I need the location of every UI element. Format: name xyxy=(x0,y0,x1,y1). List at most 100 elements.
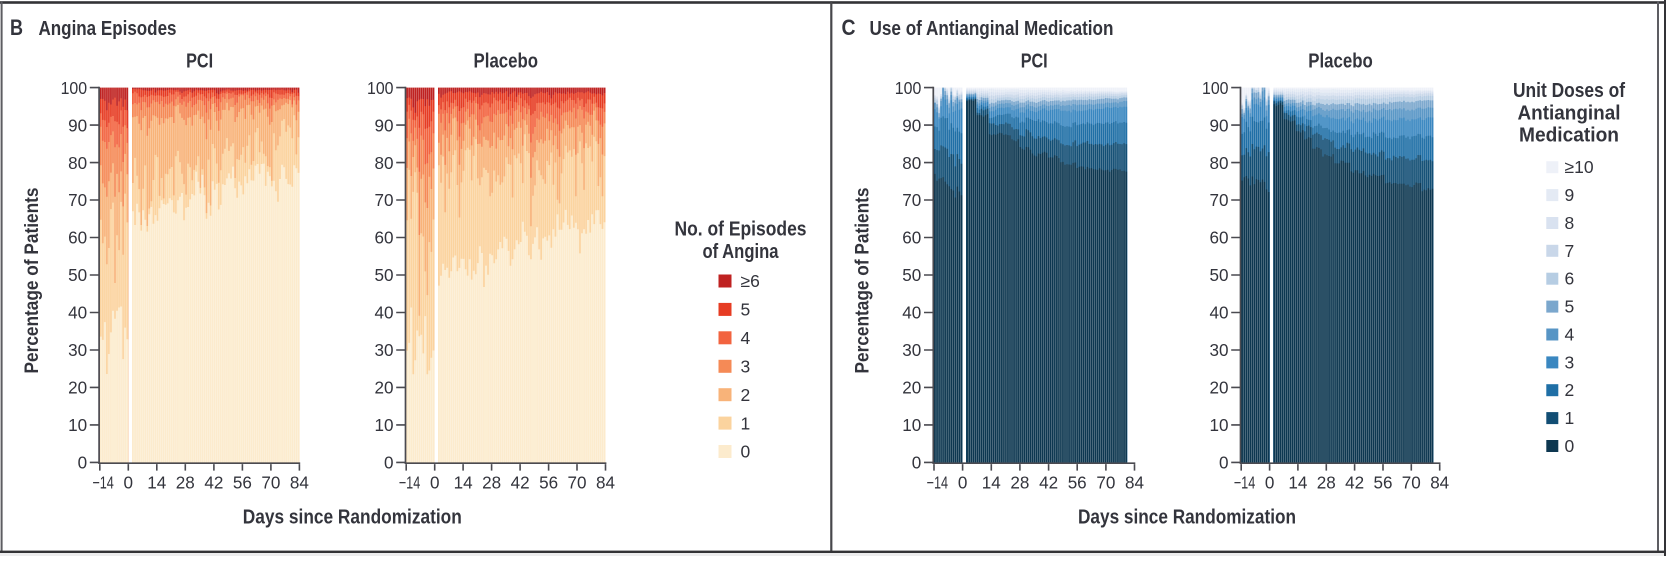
svg-text:9: 9 xyxy=(1565,185,1575,205)
svg-text:70: 70 xyxy=(1210,190,1229,210)
svg-text:100: 100 xyxy=(895,78,922,98)
svg-text:28: 28 xyxy=(176,473,195,493)
svg-text:100: 100 xyxy=(367,78,394,98)
svg-text:7: 7 xyxy=(1565,241,1575,261)
svg-text:60: 60 xyxy=(902,228,921,248)
svg-text:Percentage of Patients: Percentage of Patients xyxy=(21,187,43,373)
svg-text:14: 14 xyxy=(147,473,166,493)
svg-text:of Angina: of Angina xyxy=(703,241,780,263)
svg-text:10: 10 xyxy=(68,415,87,435)
svg-text:70: 70 xyxy=(568,473,587,493)
svg-text:0: 0 xyxy=(1219,453,1229,473)
svg-text:28: 28 xyxy=(482,473,501,493)
svg-text:PCI: PCI xyxy=(186,50,213,72)
svg-text:0: 0 xyxy=(958,473,968,493)
svg-text:70: 70 xyxy=(902,190,921,210)
svg-text:40: 40 xyxy=(902,303,921,323)
svg-text:Placebo: Placebo xyxy=(1308,50,1373,72)
svg-text:70: 70 xyxy=(1402,473,1421,493)
svg-text:50: 50 xyxy=(375,265,394,285)
svg-text:80: 80 xyxy=(68,153,87,173)
svg-text:80: 80 xyxy=(375,153,394,173)
svg-text:B: B xyxy=(10,15,23,40)
svg-text:20: 20 xyxy=(375,378,394,398)
svg-text:Angina Episodes: Angina Episodes xyxy=(39,18,177,40)
svg-text:Days since Randomization: Days since Randomization xyxy=(243,507,462,529)
svg-text:2: 2 xyxy=(1565,380,1575,400)
svg-text:14: 14 xyxy=(1288,473,1307,493)
svg-text:4: 4 xyxy=(1565,325,1575,345)
svg-text:Medication: Medication xyxy=(1519,125,1619,147)
svg-text:No. of Episodes: No. of Episodes xyxy=(675,219,807,241)
svg-text:C: C xyxy=(842,15,856,40)
svg-text:20: 20 xyxy=(68,378,87,398)
svg-text:0: 0 xyxy=(741,442,751,462)
svg-text:5: 5 xyxy=(741,300,751,320)
svg-text:50: 50 xyxy=(68,265,87,285)
svg-text:60: 60 xyxy=(375,228,394,248)
svg-text:8: 8 xyxy=(1565,213,1575,233)
svg-text:PCI: PCI xyxy=(1021,50,1048,72)
svg-text:≥6: ≥6 xyxy=(741,271,760,291)
svg-text:28: 28 xyxy=(1010,473,1029,493)
svg-text:60: 60 xyxy=(1210,228,1229,248)
svg-text:10: 10 xyxy=(375,415,394,435)
svg-text:40: 40 xyxy=(68,303,87,323)
svg-text:4: 4 xyxy=(741,328,751,348)
svg-text:10: 10 xyxy=(902,415,921,435)
svg-text:1: 1 xyxy=(741,413,751,433)
svg-text:70: 70 xyxy=(261,473,280,493)
svg-text:50: 50 xyxy=(902,265,921,285)
svg-text:84: 84 xyxy=(1125,473,1144,493)
svg-text:56: 56 xyxy=(233,473,252,493)
svg-text:90: 90 xyxy=(375,115,394,135)
svg-text:20: 20 xyxy=(902,378,921,398)
svg-text:90: 90 xyxy=(68,115,87,135)
svg-text:42: 42 xyxy=(1039,473,1058,493)
svg-text:40: 40 xyxy=(1210,303,1229,323)
svg-text:80: 80 xyxy=(1210,153,1229,173)
svg-text:Antianginal: Antianginal xyxy=(1518,102,1621,124)
svg-text:Unit Doses of: Unit Doses of xyxy=(1513,80,1625,102)
svg-text:3: 3 xyxy=(1565,352,1575,372)
svg-text:20: 20 xyxy=(1210,378,1229,398)
svg-text:−14: −14 xyxy=(1234,473,1256,493)
svg-text:0: 0 xyxy=(78,453,88,473)
svg-text:−14: −14 xyxy=(399,473,421,493)
svg-text:1: 1 xyxy=(1565,408,1575,428)
svg-text:0: 0 xyxy=(384,453,394,473)
svg-text:50: 50 xyxy=(1210,265,1229,285)
svg-text:Percentage of Patients: Percentage of Patients xyxy=(852,187,874,373)
svg-text:42: 42 xyxy=(204,473,223,493)
svg-text:30: 30 xyxy=(375,340,394,360)
svg-text:0: 0 xyxy=(1565,436,1575,456)
svg-text:2: 2 xyxy=(741,385,751,405)
svg-text:60: 60 xyxy=(68,228,87,248)
svg-text:0: 0 xyxy=(912,453,922,473)
svg-text:0: 0 xyxy=(1265,473,1275,493)
svg-text:0: 0 xyxy=(124,473,134,493)
svg-text:28: 28 xyxy=(1317,473,1336,493)
svg-text:Use of Antianginal Medication: Use of Antianginal Medication xyxy=(870,18,1114,40)
svg-text:30: 30 xyxy=(1210,340,1229,360)
svg-text:Placebo: Placebo xyxy=(474,50,539,72)
svg-text:30: 30 xyxy=(68,340,87,360)
svg-text:90: 90 xyxy=(902,115,921,135)
svg-text:42: 42 xyxy=(511,473,530,493)
svg-text:84: 84 xyxy=(596,473,615,493)
svg-text:100: 100 xyxy=(1202,78,1229,98)
svg-text:14: 14 xyxy=(454,473,473,493)
svg-text:90: 90 xyxy=(1210,115,1229,135)
svg-text:10: 10 xyxy=(1210,415,1229,435)
svg-text:−14: −14 xyxy=(92,473,114,493)
svg-text:30: 30 xyxy=(902,340,921,360)
svg-text:42: 42 xyxy=(1345,473,1364,493)
svg-text:3: 3 xyxy=(741,357,751,377)
svg-text:≥10: ≥10 xyxy=(1565,157,1594,177)
svg-text:56: 56 xyxy=(539,473,558,493)
svg-text:84: 84 xyxy=(290,473,309,493)
svg-text:40: 40 xyxy=(375,303,394,323)
svg-text:56: 56 xyxy=(1068,473,1087,493)
svg-text:56: 56 xyxy=(1374,473,1393,493)
svg-text:84: 84 xyxy=(1430,473,1449,493)
